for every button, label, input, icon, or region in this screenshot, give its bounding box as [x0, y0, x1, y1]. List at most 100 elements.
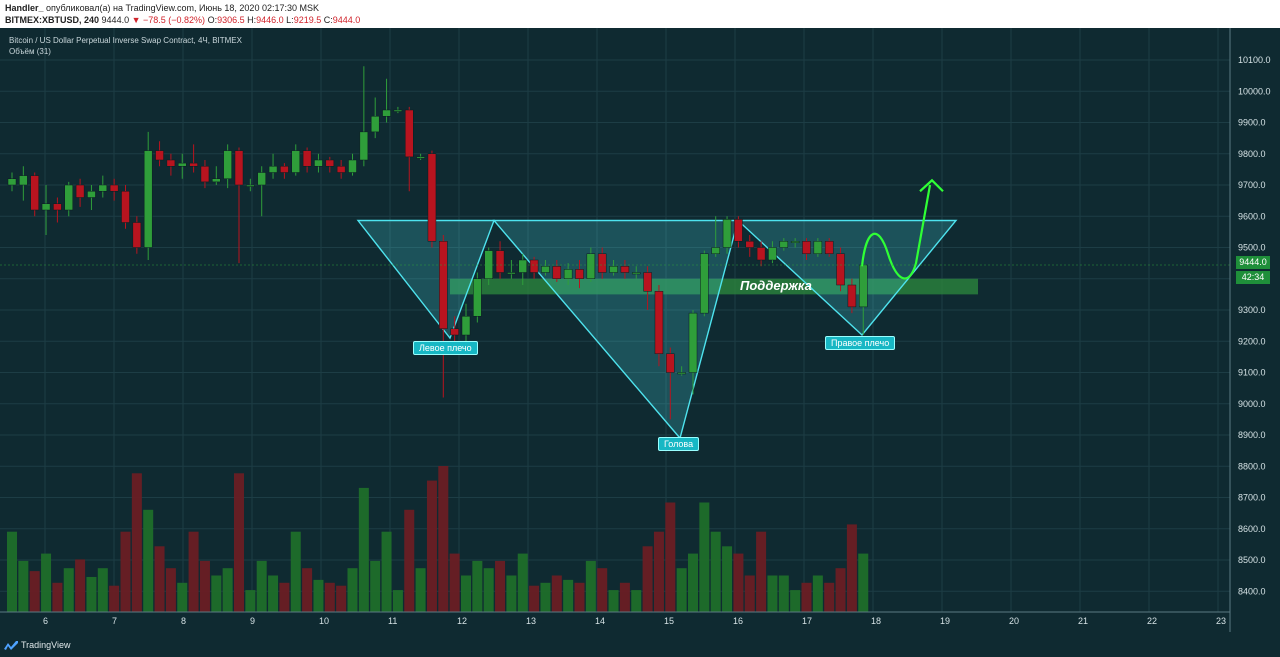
price-tick-label: 10000.0: [1238, 86, 1271, 96]
chart-legend: Bitcoin / US Dollar Perpetual Inverse Sw…: [9, 35, 242, 57]
volume-bar: [120, 531, 131, 612]
volume-bar: [268, 575, 279, 612]
candle-body: [348, 159, 357, 173]
low-value: 9219.5: [293, 15, 322, 25]
time-tick-label: 14: [595, 616, 605, 626]
volume-bar: [7, 531, 17, 612]
volume-bar: [63, 568, 74, 612]
volume-bar: [835, 568, 846, 612]
volume-bar: [597, 568, 608, 612]
volume-bar: [574, 582, 585, 612]
candle-body: [586, 253, 596, 279]
volume-bar: [131, 473, 142, 612]
candle-body: [813, 241, 823, 254]
price-tick-label: 9300.0: [1238, 305, 1266, 315]
volume-bar: [517, 553, 528, 612]
price-tick-label: 9800.0: [1238, 149, 1266, 159]
last-price-tag: 9444.0: [1236, 256, 1270, 269]
volume-bar: [642, 546, 653, 612]
volume-bar: [415, 568, 426, 612]
candle-body: [155, 150, 164, 161]
label-right-shoulder: Правое плечо: [825, 336, 896, 350]
candle-body: [677, 372, 686, 375]
candle-body: [507, 272, 516, 275]
label-support: Поддержка: [740, 278, 812, 293]
candle-body: [632, 272, 641, 275]
time-tick-label: 13: [526, 616, 536, 626]
volume-bar: [495, 560, 506, 612]
volume-bar: [199, 560, 210, 612]
volume-bar: [824, 582, 835, 612]
volume-bar: [608, 590, 619, 612]
volume-bar: [245, 590, 256, 612]
candle-body: [98, 184, 108, 192]
candle-body: [484, 250, 493, 279]
publish-info: Handler_ опубликовал(а) на TradingView.c…: [5, 3, 319, 13]
time-axis[interactable]: 6 7 8 9 10 11 12 13 14 15 16 17 18 19 20 21 22 23: [0, 611, 1230, 626]
price-tick-label: 8600.0: [1238, 524, 1266, 534]
candle-body: [461, 316, 471, 336]
volume-bar: [358, 487, 369, 612]
price-tick-label: 9700.0: [1238, 180, 1266, 190]
time-tick-label: 11: [388, 616, 397, 626]
price-chart[interactable]: 8400.0 8500.0 8600.0 8700.0 8800.0 8900.0 9000…: [0, 28, 1280, 640]
volume-bar: [790, 590, 801, 612]
volume-bar: [188, 531, 199, 612]
price-tick-label: 9200.0: [1238, 336, 1266, 346]
volume-bar: [483, 568, 494, 612]
candle-body: [824, 241, 834, 254]
time-tick-label: 17: [802, 616, 812, 626]
candle-body: [620, 266, 630, 273]
volume-bar: [756, 531, 767, 612]
volume-bar: [324, 582, 335, 612]
volume-bar: [688, 553, 698, 612]
candle-body: [64, 184, 73, 211]
candle-body: [756, 247, 766, 261]
volume-bar: [29, 571, 40, 612]
candle-body: [314, 159, 323, 167]
candle-body: [450, 328, 459, 336]
volume-bar: [177, 582, 188, 612]
candle-body: [143, 150, 153, 248]
candle-body: [30, 175, 39, 211]
candle-body: [109, 184, 119, 192]
candle-body: [654, 291, 664, 354]
candle-body: [336, 166, 346, 173]
low-label: L:: [286, 15, 294, 25]
tradingview-logo[interactable]: TradingView: [4, 640, 71, 650]
candle-body: [382, 109, 391, 117]
price-tick-label: 9000.0: [1238, 399, 1266, 409]
price-tick-label: 8700.0: [1238, 493, 1266, 503]
volume-bar: [449, 553, 460, 612]
time-tick-label: 7: [112, 616, 117, 626]
candle-body: [41, 203, 51, 211]
volume-bar: [710, 531, 721, 612]
candle-body: [121, 191, 130, 223]
volume-bar: [722, 546, 733, 612]
countdown-tag: 42:34: [1236, 271, 1270, 284]
volume-bar: [426, 480, 437, 612]
high-value: 9446.0: [256, 15, 284, 25]
last-price: 9444.0: [101, 15, 130, 25]
volume-bar: [222, 568, 233, 612]
candle-body: [178, 162, 187, 167]
open-label: O:: [207, 15, 218, 25]
volume-bar: [506, 575, 517, 612]
volume-bar: [812, 575, 823, 612]
volume-bar: [392, 590, 403, 612]
volume-bar: [540, 582, 551, 612]
time-tick-label: 18: [871, 616, 881, 626]
high-label: H:: [247, 15, 257, 25]
label-left-shoulder: Левое плечо: [413, 341, 478, 355]
volume-bar: [585, 560, 596, 612]
volume-bar: [438, 466, 449, 612]
candle-body: [132, 222, 142, 248]
candle-body: [722, 219, 732, 248]
author-name[interactable]: Handler_: [5, 3, 44, 13]
candle-body: [745, 241, 754, 248]
time-tick-label: 10: [319, 616, 329, 626]
time-tick-label: 19: [940, 616, 950, 626]
volume-bar: [279, 582, 290, 612]
volume-bar: [472, 560, 483, 612]
tradingview-icon: [4, 640, 18, 650]
